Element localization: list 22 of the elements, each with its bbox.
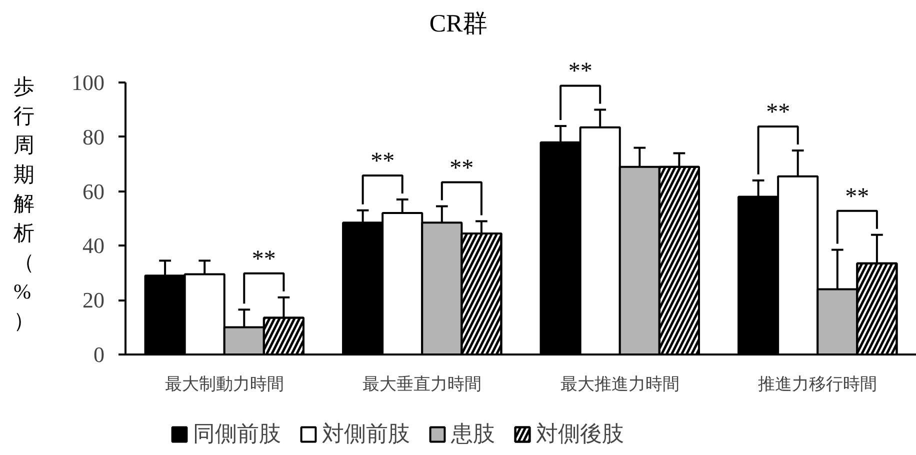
annotation: ** bbox=[252, 246, 276, 272]
annotation: ** bbox=[766, 100, 790, 126]
y-tick-label: 80 bbox=[82, 124, 104, 150]
legend-label: 患肢 bbox=[451, 421, 495, 449]
text: 歩行周期解析（%） bbox=[14, 74, 34, 333]
x-tick-label: 最大推進力時間 bbox=[560, 374, 680, 394]
annotation: ** bbox=[370, 148, 395, 174]
annotation: ** bbox=[845, 184, 870, 210]
legend-label: 対側前肢 bbox=[322, 421, 410, 449]
y-tick-label: 0 bbox=[94, 342, 104, 367]
y-tick-label: 40 bbox=[82, 233, 104, 258]
x-tick-label: 推進力移行時間 bbox=[758, 374, 878, 394]
annotation: ** bbox=[568, 58, 592, 85]
y-tick-label: 60 bbox=[82, 178, 104, 204]
annotation: ** bbox=[450, 155, 474, 182]
x-tick-label: 最大垂直力時間 bbox=[362, 374, 482, 394]
x-tick-label: 最大制動力時間 bbox=[164, 374, 284, 394]
y-tick-label: 20 bbox=[82, 288, 104, 313]
chart-title: CR群 bbox=[429, 10, 488, 38]
legend-label: 対側後肢 bbox=[536, 421, 624, 449]
legend-label: 同側前肢 bbox=[193, 421, 281, 449]
y-tick-label: 100 bbox=[72, 70, 104, 95]
